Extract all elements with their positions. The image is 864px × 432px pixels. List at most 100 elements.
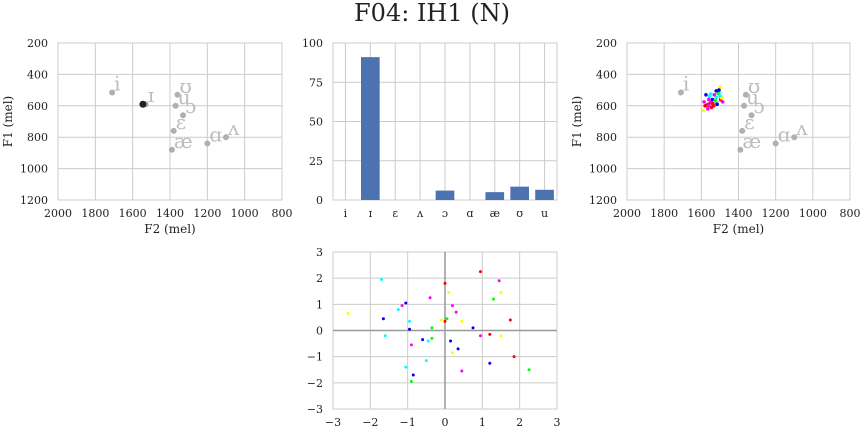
vowel-marker xyxy=(739,127,746,134)
x-tick-label: 800 xyxy=(840,207,861,220)
scatter-point xyxy=(488,332,492,336)
y-tick-label: 1200 xyxy=(20,194,48,207)
classification-bar-panel: 0 25 50 75 100 i ɪ ɛ ʌ ɔ ɑ æ ʊ u xyxy=(302,37,558,220)
token-point xyxy=(718,93,722,98)
scatter-point xyxy=(400,304,404,308)
scatter-point xyxy=(383,334,387,338)
x-tick-label: 1600 xyxy=(687,207,715,220)
scatter-point xyxy=(488,361,492,365)
scatter-point xyxy=(424,359,428,363)
scatter-point xyxy=(428,296,432,300)
scatter-point xyxy=(380,277,384,281)
x-axis-label: F2 (mel) xyxy=(144,222,195,236)
vowel-label: ʌ xyxy=(795,116,808,140)
x-tick-label: i xyxy=(344,207,348,220)
normalized-scatter-panel: −3 −2 −1 0 1 2 3 −3 −2 −1 0 1 2 3 xyxy=(307,246,561,429)
x-tick-label: 1 xyxy=(479,416,486,429)
vowel-label: i xyxy=(683,71,689,95)
y-tick-label: 600 xyxy=(596,100,617,113)
x-tick-label: u xyxy=(541,207,548,220)
scatter-point xyxy=(445,317,449,321)
y-tick-label: 0 xyxy=(316,194,323,207)
x-tick-label: 1800 xyxy=(650,207,678,220)
scatter-point xyxy=(443,281,447,285)
x-tick-label: −1 xyxy=(400,416,416,429)
x-tick-label: æ xyxy=(490,207,500,220)
x-tick-label: 1200 xyxy=(762,207,790,220)
bar xyxy=(535,189,554,200)
y-tick-label: 1000 xyxy=(589,163,617,176)
x-tick-label: 1000 xyxy=(799,207,827,220)
scatter-point xyxy=(460,369,464,373)
y-tick-label: 200 xyxy=(27,37,48,50)
y-tick-label: 600 xyxy=(27,100,48,113)
y-tick-label: 800 xyxy=(596,131,617,144)
scatter-point xyxy=(527,368,531,372)
vowel-label: ɔ xyxy=(185,94,196,118)
vowel-label: ɪ xyxy=(148,83,154,107)
token-point xyxy=(701,108,705,113)
token-point xyxy=(715,102,719,107)
plot-frame xyxy=(57,42,283,201)
vowel-label: ʊ xyxy=(748,74,760,98)
scatter-point xyxy=(492,297,496,301)
vowel-marker xyxy=(204,140,211,147)
token-point xyxy=(708,92,713,96)
vowel-label: ɔ xyxy=(754,94,765,118)
scatter-point xyxy=(512,355,516,359)
scatter-point xyxy=(443,319,447,323)
scatter-point xyxy=(478,270,482,274)
y-tick-label: 1 xyxy=(316,298,323,311)
vowel-label: i xyxy=(114,71,120,95)
token-point xyxy=(717,88,721,92)
scatter-point xyxy=(430,336,434,340)
y-axis-label: F1 (mel) xyxy=(1,96,15,147)
scatter-point xyxy=(411,373,415,377)
scatter-point xyxy=(471,326,475,330)
x-tick-label: 0 xyxy=(442,416,449,429)
scatter-point xyxy=(499,334,503,338)
page-title: F04: IH1 (N) xyxy=(354,0,510,27)
x-tick-label: ʊ xyxy=(516,207,523,220)
x-tick-label: −3 xyxy=(325,416,341,429)
vowel-label: ɑ xyxy=(778,122,791,146)
x-tick-label: 1800 xyxy=(81,207,109,220)
vowel-marker xyxy=(180,112,187,119)
x-tick-label: 1400 xyxy=(725,207,753,220)
token-point xyxy=(720,100,725,104)
y-tick-label: 2 xyxy=(316,272,323,285)
scatter-point xyxy=(346,311,350,315)
x-tick-label: 3 xyxy=(554,416,561,429)
scatter-point xyxy=(404,301,408,305)
scatter-point xyxy=(497,279,501,283)
y-tick-label: 1200 xyxy=(589,194,617,207)
scatter-point xyxy=(439,318,443,322)
vowel-label: ɛ xyxy=(176,110,186,134)
vowel-label: ʌ xyxy=(227,116,240,140)
x-tick-label: 1000 xyxy=(231,207,259,220)
x-axis-label: F2 (mel) xyxy=(713,222,764,236)
target-marker xyxy=(139,100,147,108)
token-point xyxy=(706,104,711,108)
scatter-point xyxy=(450,351,454,355)
scatter-point xyxy=(408,327,412,331)
x-tick-label: ɔ xyxy=(442,207,448,220)
x-tick-label: −2 xyxy=(362,416,378,429)
scatter-point xyxy=(381,317,385,321)
token-point xyxy=(706,107,710,111)
token-point xyxy=(714,89,718,93)
scatter-point xyxy=(456,347,460,351)
vowel-marker xyxy=(772,140,779,147)
token-space-panel: 2000 1800 1600 1400 1200 1000 800 200 400 600 800 1… xyxy=(570,37,861,236)
x-tick-label: 1600 xyxy=(119,207,147,220)
vowel-label: u xyxy=(746,85,759,109)
bar xyxy=(510,186,529,200)
vowel-label: u xyxy=(178,85,191,109)
token-point xyxy=(712,93,717,97)
y-axis-label: F1 (mel) xyxy=(570,96,584,147)
x-tick-label: 1400 xyxy=(156,207,184,220)
y-tick-label: 1000 xyxy=(20,163,48,176)
scatter-point xyxy=(499,291,503,295)
vowel-marker xyxy=(748,112,755,119)
x-tick-label: 2000 xyxy=(613,207,641,220)
